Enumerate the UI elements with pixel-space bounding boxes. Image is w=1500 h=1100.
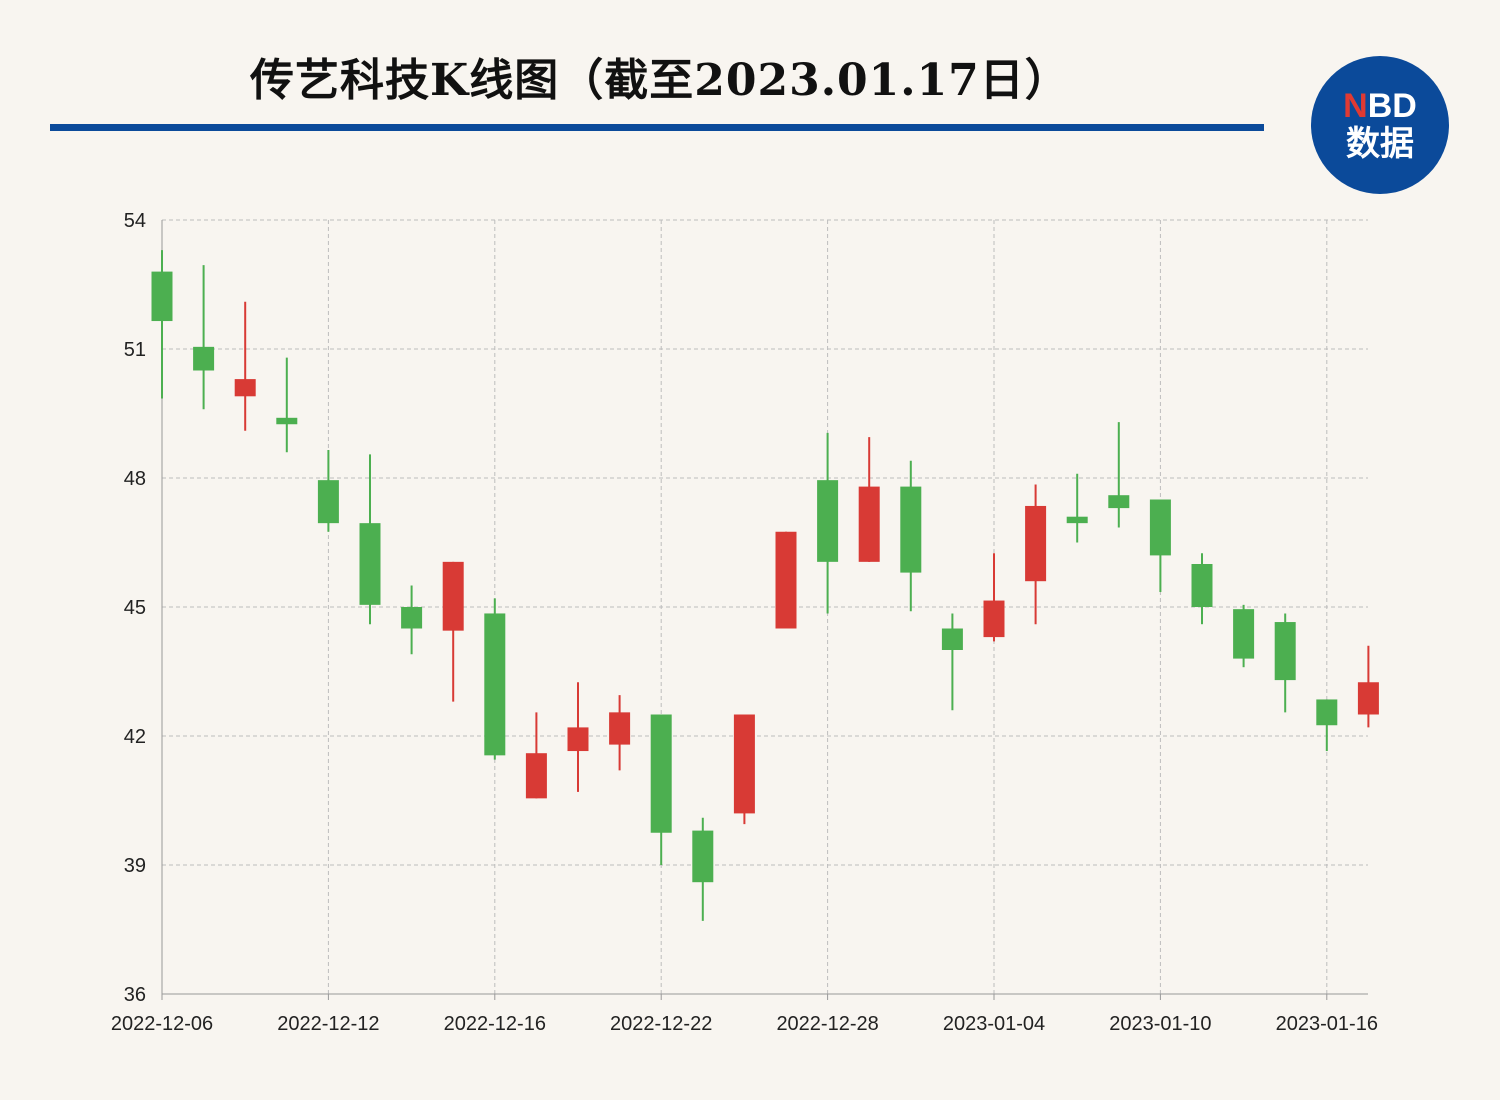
nbd-logo: NBD 数据: [1311, 56, 1449, 194]
candle: [733, 714, 755, 825]
x-tick-label: 2023-01-04: [943, 1013, 1045, 1035]
x-tick-label: 2022-12-12: [277, 1013, 379, 1035]
candle-body: [775, 531, 797, 629]
candle: [1108, 422, 1130, 528]
candle: [650, 714, 672, 865]
candle-body: [401, 607, 423, 629]
title-rule: [50, 124, 1264, 131]
candle: [1357, 645, 1379, 728]
candle: [1149, 499, 1171, 592]
candle-body: [359, 523, 381, 605]
y-tick-label: 36: [124, 984, 146, 1006]
candle-body: [650, 714, 672, 833]
candle-body: [1191, 564, 1213, 607]
candle-body: [1066, 516, 1088, 524]
y-tick-label: 45: [124, 597, 146, 619]
y-tick-labels: 36 39 42 45 48 51 54: [124, 210, 146, 1006]
candle-body: [1233, 609, 1255, 659]
x-tick-label: 2022-12-22: [610, 1013, 712, 1035]
x-tick-labels: 2022-12-06 2022-12-12 2022-12-16 2022-12-22…: [111, 1013, 1378, 1035]
candle-body: [858, 486, 880, 562]
axes: [161, 220, 1368, 1000]
candle: [525, 712, 547, 799]
candle: [317, 450, 339, 532]
candle-body: [1316, 699, 1338, 726]
candle-body: [234, 379, 256, 397]
candle-body: [692, 830, 714, 883]
chart-title: 传艺科技K线图（截至2023.01.17日）: [250, 55, 1070, 106]
candles: [151, 250, 1379, 921]
candle: [1025, 484, 1047, 625]
candle: [401, 585, 423, 655]
candle-body: [1149, 499, 1171, 556]
candle: [1316, 699, 1338, 752]
logo-bottom-text: 数据: [1346, 125, 1414, 163]
candle-body: [442, 561, 464, 631]
candle-body: [900, 486, 922, 573]
x-tick-label: 2022-12-28: [776, 1013, 878, 1035]
x-tick-label: 2022-12-16: [444, 1013, 546, 1035]
candle-body: [1108, 495, 1130, 509]
candle: [567, 682, 589, 792]
candle-body: [1025, 505, 1047, 582]
candle-body: [983, 600, 1005, 638]
candle-body: [525, 753, 547, 799]
candle: [1274, 613, 1296, 713]
y-tick-label: 39: [124, 855, 146, 877]
candle: [1191, 553, 1213, 625]
candle-body: [567, 727, 589, 752]
candle-body: [817, 480, 839, 562]
logo-n: N: [1343, 87, 1368, 125]
candle: [1066, 473, 1088, 543]
candle: [359, 454, 381, 625]
candle-body: [941, 628, 963, 650]
candle: [900, 460, 922, 612]
x-tick-label: 2022-12-06: [111, 1013, 213, 1035]
candle: [983, 553, 1005, 642]
candle: [817, 432, 839, 614]
y-tick-label: 51: [124, 339, 146, 361]
grid-lines: [162, 219, 1368, 994]
logo-top-text: NBD: [1343, 89, 1417, 123]
candle: [858, 437, 880, 562]
candle: [151, 250, 173, 399]
candle-body: [1274, 622, 1296, 681]
candle: [941, 613, 963, 711]
candle: [234, 301, 256, 431]
candle: [276, 357, 298, 453]
candle-body: [151, 271, 173, 322]
candle: [775, 531, 797, 629]
candle-body: [193, 346, 215, 371]
candle-body: [276, 417, 298, 425]
y-tick-label: 48: [124, 468, 146, 490]
x-tick-label: 2023-01-16: [1276, 1013, 1378, 1035]
candle-body: [1357, 682, 1379, 715]
candle: [442, 561, 464, 702]
candle-body: [609, 712, 631, 745]
candle-body: [733, 714, 755, 814]
candle: [1233, 604, 1255, 668]
logo-bd: BD: [1367, 87, 1417, 125]
x-tick-label: 2023-01-10: [1109, 1013, 1211, 1035]
y-tick-label: 54: [124, 210, 146, 232]
candle: [692, 817, 714, 921]
candle: [193, 265, 215, 410]
candle: [609, 695, 631, 771]
candle-body: [317, 480, 339, 524]
candle-body: [484, 613, 506, 756]
candle: [484, 598, 506, 760]
y-tick-label: 42: [124, 726, 146, 748]
